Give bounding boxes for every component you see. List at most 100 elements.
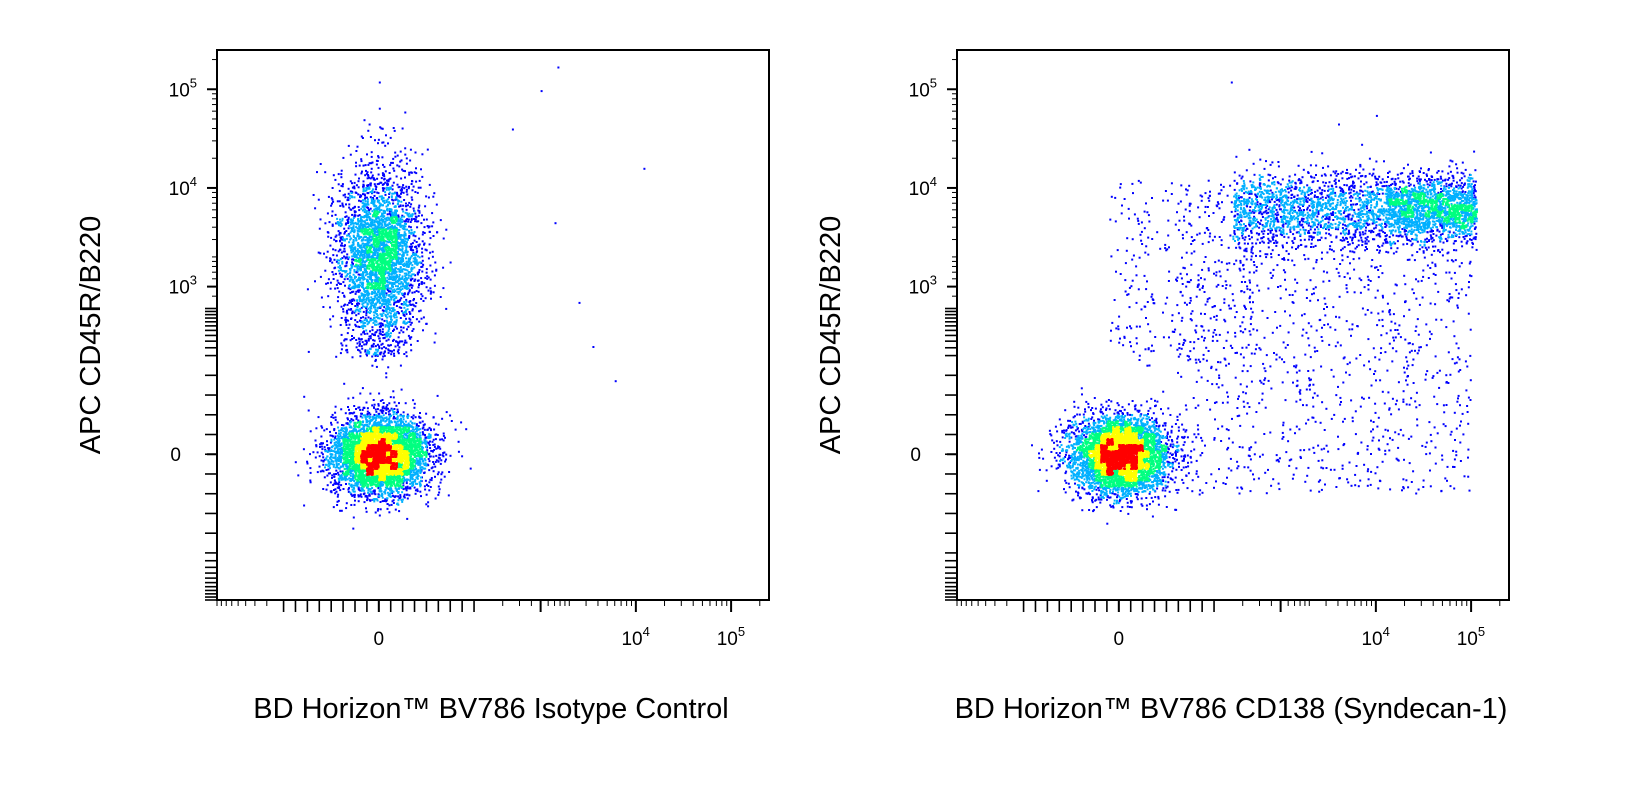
event-dot	[369, 218, 372, 221]
event-dot	[358, 164, 361, 167]
event-dot	[402, 268, 405, 271]
event-dot	[427, 453, 430, 456]
event-dot	[376, 233, 379, 236]
event-dot	[349, 425, 352, 428]
event-dot	[394, 285, 397, 288]
event-dot	[417, 262, 419, 265]
event-dot	[364, 317, 367, 320]
event-dot	[347, 144, 350, 147]
event-dot	[374, 416, 377, 419]
event-dot	[390, 161, 393, 164]
event-dot	[368, 162, 371, 165]
event-dot	[403, 353, 406, 355]
event-dot	[364, 416, 367, 419]
event-dot	[392, 268, 394, 271]
event-dot	[403, 279, 406, 282]
event-dot	[360, 325, 363, 328]
event-dot	[401, 287, 404, 290]
event-dot	[440, 459, 443, 462]
event-dot	[388, 488, 390, 490]
event-dot	[397, 503, 400, 506]
event-dot	[416, 279, 419, 282]
event-dot	[377, 138, 380, 141]
event-dot	[385, 372, 388, 375]
event-dot	[425, 464, 428, 467]
event-dot	[347, 308, 350, 311]
event-dot	[400, 303, 403, 305]
event-dot	[368, 494, 371, 497]
event-dot	[375, 197, 378, 200]
event-dot	[391, 264, 394, 267]
event-dot	[368, 233, 371, 236]
event-dot	[366, 332, 369, 335]
event-dot	[350, 493, 353, 496]
event-dot	[378, 412, 381, 415]
event-dot	[330, 440, 333, 443]
event-dot	[370, 272, 373, 275]
event-dot	[329, 244, 332, 247]
event-dot	[347, 327, 350, 330]
event-dot	[391, 184, 394, 187]
event-dot	[386, 487, 389, 490]
event-dot	[434, 422, 437, 425]
event-dot	[387, 330, 390, 333]
event-dot	[420, 281, 423, 284]
event-dot	[418, 269, 421, 271]
event-dot	[425, 322, 428, 325]
event-dot	[614, 380, 617, 383]
event-dot	[431, 255, 434, 258]
event-dot	[404, 339, 407, 342]
event-dot	[340, 427, 343, 430]
event-dot	[354, 423, 357, 426]
event-dot	[413, 464, 416, 467]
event-dot	[418, 320, 421, 323]
event-dot	[360, 269, 362, 272]
event-dot	[401, 259, 404, 262]
event-dot	[379, 399, 382, 402]
event-dot	[369, 335, 372, 338]
event-dot	[322, 460, 325, 463]
event-dot	[397, 233, 400, 236]
event-dot	[351, 300, 354, 302]
event-dot	[368, 321, 371, 324]
event-dot	[405, 433, 407, 436]
event-dot	[382, 249, 385, 252]
event-dot	[384, 325, 387, 328]
event-dot	[351, 310, 354, 313]
event-dot	[428, 489, 431, 492]
event-dot	[415, 449, 418, 452]
event-dot	[431, 270, 434, 273]
event-dot	[424, 437, 427, 440]
event-dot	[407, 272, 410, 275]
event-dot	[374, 498, 377, 500]
event-dot	[557, 66, 560, 69]
event-dot	[364, 414, 367, 417]
event-dot	[324, 171, 327, 174]
event-dot	[394, 269, 397, 272]
event-dot	[371, 199, 374, 202]
event-dot	[388, 335, 391, 338]
event-dot	[416, 477, 419, 480]
event-dot	[340, 478, 343, 481]
event-dot	[366, 485, 369, 488]
event-dot	[330, 458, 333, 461]
event-dot	[370, 251, 373, 254]
event-dot	[376, 255, 379, 258]
event-dot	[331, 202, 333, 205]
event-dot	[404, 302, 407, 305]
event-dot	[442, 287, 445, 290]
event-dot	[389, 215, 392, 218]
event-dot	[421, 265, 424, 268]
event-dot	[346, 272, 349, 275]
event-dot	[438, 488, 441, 491]
event-dot	[423, 467, 426, 470]
event-dot	[383, 278, 386, 281]
event-dot	[368, 493, 371, 496]
event-dot	[403, 306, 406, 309]
event-dot	[384, 313, 387, 316]
event-dot	[345, 237, 348, 240]
event-dot	[367, 425, 370, 428]
event-dot	[381, 416, 384, 419]
event-dot	[374, 258, 376, 261]
event-dot	[361, 300, 364, 303]
